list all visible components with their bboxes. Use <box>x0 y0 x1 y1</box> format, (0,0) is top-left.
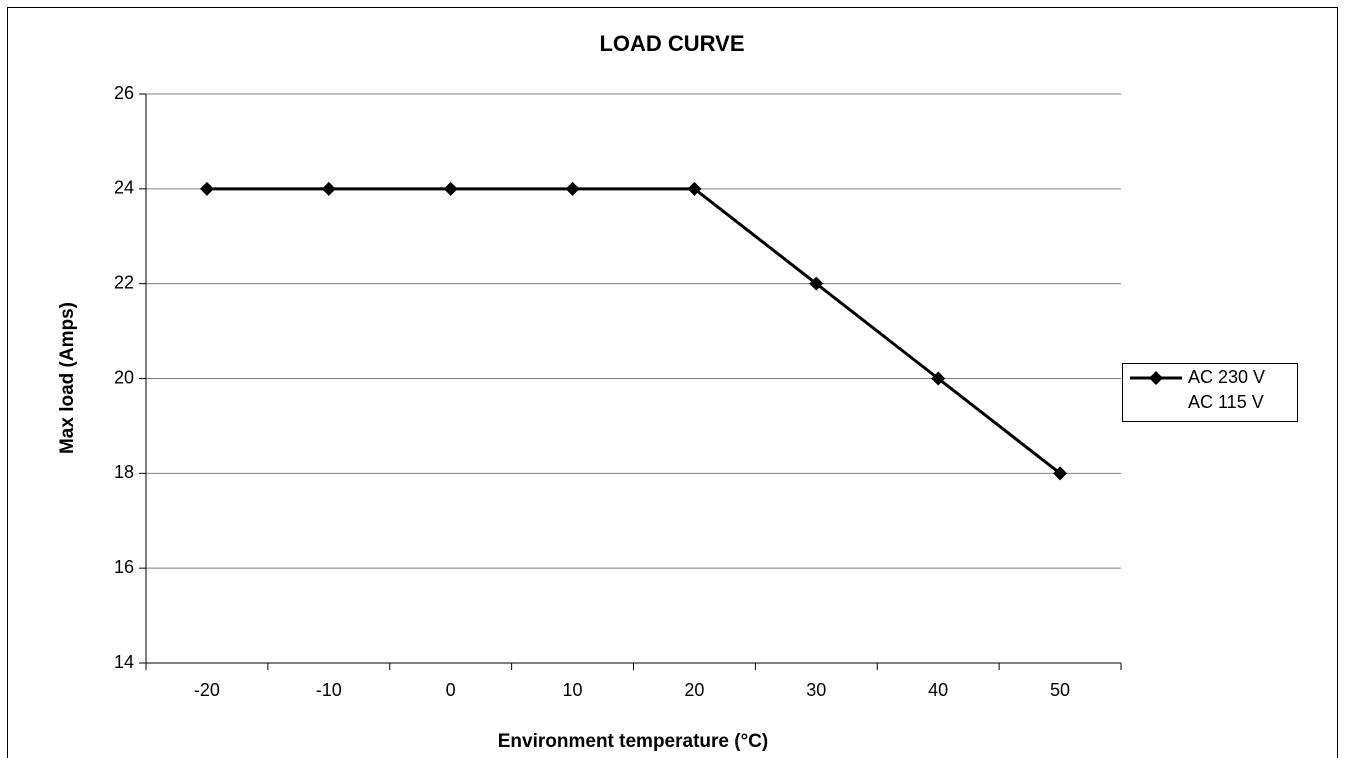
y-tick-label: 18 <box>114 462 134 482</box>
legend-marker <box>1149 371 1163 385</box>
series-line <box>206 187 1061 475</box>
point-marker <box>321 181 336 196</box>
x-axis-label: Environment temperature (°C) <box>498 731 768 752</box>
x-tick-label: 0 <box>446 680 456 700</box>
y-axis-label: Max load (Amps) <box>57 302 78 454</box>
x-tick-label: -10 <box>316 680 342 700</box>
y-tick-label: 20 <box>114 367 134 387</box>
point-marker <box>809 276 824 291</box>
point-marker <box>443 181 458 196</box>
point-marker <box>1053 466 1068 481</box>
y-tick-label: 26 <box>114 83 134 103</box>
legend-label: AC 115 V <box>1188 392 1264 412</box>
y-tick-label: 24 <box>114 178 134 198</box>
point-marker <box>565 181 580 196</box>
point-marker <box>687 181 702 196</box>
x-tick-label: 20 <box>684 680 704 700</box>
x-tick-label: 10 <box>563 680 583 700</box>
x-tick-label: 50 <box>1050 680 1070 700</box>
point-marker <box>931 371 946 386</box>
legend-box <box>1122 363 1298 422</box>
point-marker <box>199 181 214 196</box>
chart-title: LOAD CURVE <box>599 31 744 56</box>
y-tick-label: 16 <box>114 557 134 577</box>
legend-label: AC 230 V <box>1188 367 1265 387</box>
x-tick-label: -20 <box>194 680 220 700</box>
chart-frame <box>7 7 1338 758</box>
y-tick-label: 14 <box>114 652 134 672</box>
y-tick-label: 22 <box>114 272 134 292</box>
x-tick-label: 30 <box>806 680 826 700</box>
x-tick-label: 40 <box>928 680 948 700</box>
